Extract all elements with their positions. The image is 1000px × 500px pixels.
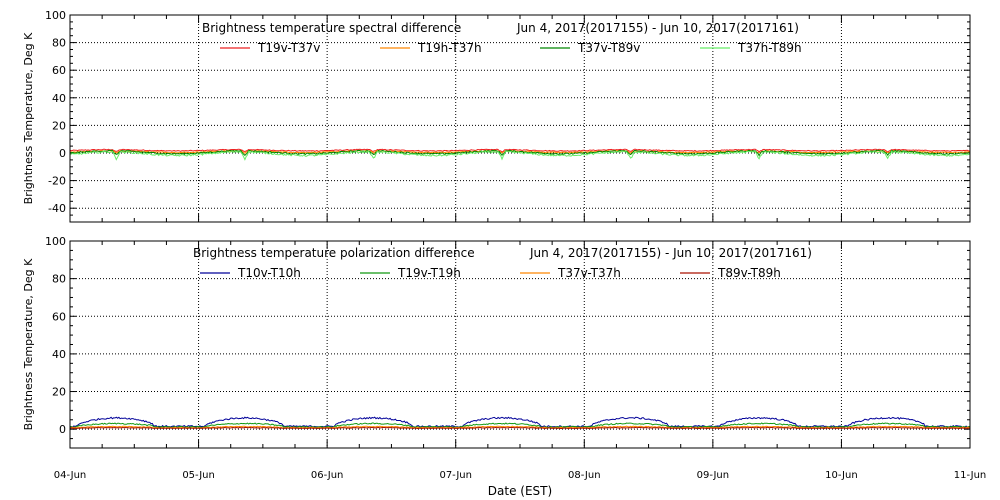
x-tick-label: 07-Jun <box>439 470 472 481</box>
chart-panel-2: 0 20 40 60 80 100 Brightness Temperature, Deg … <box>22 235 971 449</box>
legend-label: T10v-T10h <box>237 266 301 280</box>
chart-title: Brightness temperature polarization diff… <box>193 246 475 260</box>
chart-title: Brightness temperature spectral differen… <box>202 21 461 35</box>
legend-label: T19v-T19h <box>397 266 461 280</box>
y-tick-label: -40 <box>48 202 66 215</box>
legend-label: T37v-T89v <box>577 41 640 55</box>
y-tick-label: 60 <box>52 310 66 323</box>
y-tick-label: 0 <box>59 147 66 160</box>
chart-date-range: Jun 4, 2017(2017155) - Jun 10, 2017(2017… <box>529 246 812 260</box>
series-line-t37v-t89v <box>70 149 971 157</box>
plot-frame <box>69 240 971 449</box>
legend-label: T37v-T37h <box>557 266 621 280</box>
legend-label: T37h-T89h <box>737 41 802 55</box>
series-line-t37h-t89h <box>69 150 971 161</box>
series-line-t89v-t89h <box>69 426 970 430</box>
x-tick-label: 11-Jun <box>954 470 987 481</box>
plot-frame <box>69 14 971 223</box>
y-tick-label: 40 <box>52 92 66 105</box>
y-tick-label: -20 <box>48 175 66 188</box>
x-tick-label: 04-Jun <box>54 470 87 481</box>
y-tick-label: 80 <box>52 273 66 286</box>
series-line-t10v-t10h <box>69 416 971 428</box>
y-tick-label: 20 <box>52 119 66 132</box>
y-tick-label: 0 <box>59 423 66 436</box>
x-tick-label: 10-Jun <box>825 470 858 481</box>
legend-label: T89v-T89h <box>717 266 781 280</box>
x-tick-label: 09-Jun <box>697 470 730 481</box>
y-tick-label: 20 <box>52 386 66 399</box>
y-tick-label: 80 <box>52 37 66 50</box>
chart-panel-1: -40 -20 0 20 40 60 80 100 Brightness Temperature… <box>22 9 971 223</box>
legend-label: T19h-T37h <box>417 41 482 55</box>
legend-label: T19v-T37v <box>257 41 320 55</box>
y-tick-label: 60 <box>52 64 66 77</box>
chart-date-range: Jun 4, 2017(2017155) - Jun 10, 2017(2017… <box>516 21 799 35</box>
series-line-t19v-t37v <box>69 148 970 153</box>
x-tick-label: 08-Jun <box>568 470 601 481</box>
y-tick-label: 40 <box>52 348 66 361</box>
x-tick-label: 06-Jun <box>311 470 344 481</box>
x-axis-label: Date (EST) <box>488 484 552 498</box>
x-tick-label: 05-Jun <box>182 470 215 481</box>
y-tick-label: 100 <box>45 235 66 248</box>
series-line-t19v-t19h <box>69 422 971 429</box>
y-axis-label: Brightness Temperature, Deg K <box>22 258 35 430</box>
y-axis-label: Brightness Temperature, Deg K <box>22 32 35 204</box>
y-tick-label: 100 <box>45 9 66 22</box>
series-line-t37v-t37h <box>69 425 971 429</box>
